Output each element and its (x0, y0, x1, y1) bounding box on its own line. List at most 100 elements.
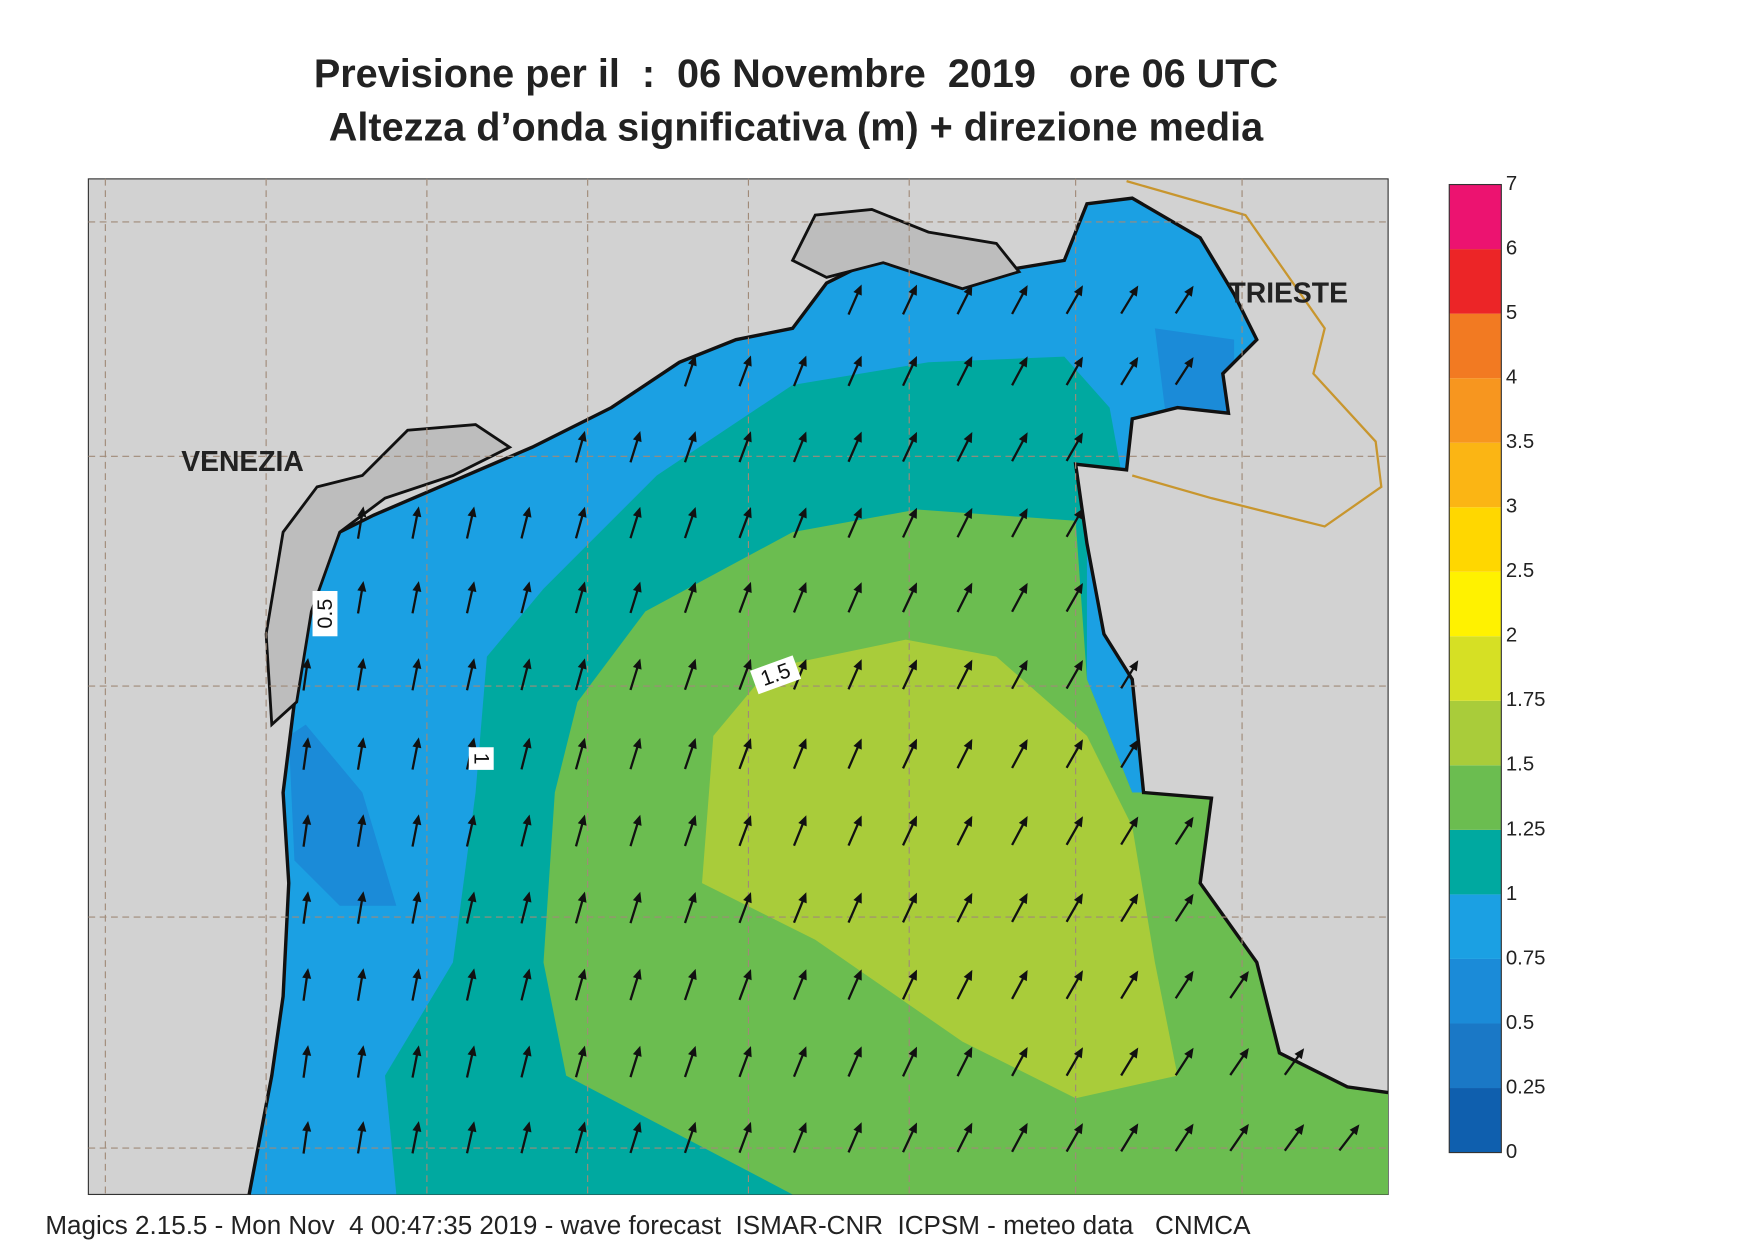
wave-arrow (629, 658, 642, 691)
wave-arrow (847, 355, 862, 387)
colorbar-segment (1449, 378, 1502, 443)
wave-arrow (574, 658, 587, 691)
arrow-head (1129, 739, 1139, 751)
sea-zone (702, 639, 1178, 1099)
wave-arrow (683, 968, 697, 1001)
wave-arrow (629, 581, 642, 614)
wave-arrow (738, 1046, 752, 1078)
arrow-head (798, 1046, 807, 1058)
arrow-head (963, 815, 973, 827)
arrow-head (412, 814, 422, 826)
colorbar-label: 5 (1506, 302, 1517, 324)
wave-arrow (847, 582, 862, 613)
arrow-head (688, 814, 697, 827)
wave-arrow (792, 969, 807, 1001)
colorbar-label: 2 (1506, 625, 1517, 647)
wave-arrow (302, 657, 312, 691)
wave-arrow (574, 737, 587, 770)
wave-arrow (1011, 970, 1028, 1000)
arrow-head (632, 814, 642, 826)
place-label: TRIESTE (1228, 276, 1348, 308)
arrow-head (412, 968, 422, 980)
arrow-head (1129, 970, 1139, 982)
wave-arrow (1011, 508, 1028, 538)
wave-arrow (738, 738, 752, 770)
wave-arrow (1229, 1123, 1249, 1152)
wave-arrow (1065, 583, 1083, 613)
wave-arrow (902, 892, 917, 923)
border (1126, 180, 1383, 528)
grid-line (88, 178, 1389, 1195)
arrow-head (1239, 970, 1249, 982)
arrow-head (577, 891, 587, 903)
arrow-head (522, 506, 532, 518)
wave-arrow (629, 968, 642, 1001)
label-box (468, 747, 494, 770)
arrow-head (853, 582, 862, 594)
arrow-head (1184, 816, 1194, 828)
arrow-head (632, 430, 642, 443)
wave-arrow (1065, 1047, 1083, 1077)
wave-arrow (411, 814, 422, 847)
arrow-head (522, 968, 532, 980)
wave-arrow (629, 891, 642, 924)
colorbar-label: 1.75 (1506, 689, 1546, 711)
colorbar-label: 6 (1506, 237, 1517, 259)
graticule (88, 178, 1389, 1195)
wave-arrow (574, 891, 587, 924)
arrow-head (522, 1121, 532, 1133)
arrow-head (577, 968, 587, 980)
footer: Magics 2.15.5 - Mon Nov 4 00:47:35 2019 … (45, 1210, 1251, 1240)
arrow-head (1184, 970, 1194, 982)
wave-arrow (956, 892, 973, 923)
colorbar-segment (1449, 1088, 1502, 1153)
arrow-head (688, 968, 697, 981)
arrow-head (632, 737, 642, 749)
colorbar-segment (1449, 765, 1502, 830)
arrow-head (743, 431, 752, 443)
arrow-head (302, 1045, 312, 1056)
arrow-head (1294, 1048, 1305, 1060)
wave-arrow (356, 658, 367, 691)
wave-arrow (1065, 285, 1083, 315)
arrow-head (743, 815, 752, 827)
wave-arrow (520, 968, 532, 1001)
wave-arrow (847, 892, 862, 923)
wave-arrow (792, 582, 807, 613)
arrow-head (577, 737, 587, 749)
arrow-head (908, 659, 917, 671)
wave-arrow (792, 355, 807, 387)
wave-arrow (683, 658, 697, 691)
arrow-head (1129, 1123, 1139, 1135)
arrow-head (963, 284, 973, 296)
arrow-head (853, 815, 862, 827)
subtitle: Altezza d’onda significativa (m) + direz… (329, 105, 1264, 149)
wave-arrows (302, 284, 1360, 1154)
wave-arrow (520, 891, 532, 924)
arrow-head (522, 814, 532, 826)
arrow-head (798, 507, 807, 519)
arrow-head (357, 968, 367, 980)
arrow-head (1018, 508, 1028, 520)
arrow-head (412, 658, 422, 669)
wave-arrow (1120, 893, 1139, 923)
wave-arrow (902, 815, 917, 846)
wave-arrow (902, 1046, 917, 1077)
wave-arrow (1338, 1124, 1360, 1152)
arrow-head (963, 1046, 973, 1058)
arrow-head (1184, 285, 1194, 297)
wave-arrow (902, 582, 917, 613)
wave-arrow (902, 1122, 917, 1153)
arrow-head (798, 892, 807, 904)
wave-arrow (847, 431, 862, 463)
colorbar-label: 0.25 (1506, 1076, 1546, 1098)
arrow-head (1129, 893, 1139, 905)
colorbar-label: 3 (1506, 496, 1517, 518)
wave-arrow (902, 431, 917, 463)
contour-label: 0.5 (313, 599, 337, 629)
wave-arrow (847, 507, 862, 539)
wave-arrow (411, 737, 422, 770)
wave-arrow (956, 659, 973, 690)
wave-arrow (1120, 739, 1139, 769)
